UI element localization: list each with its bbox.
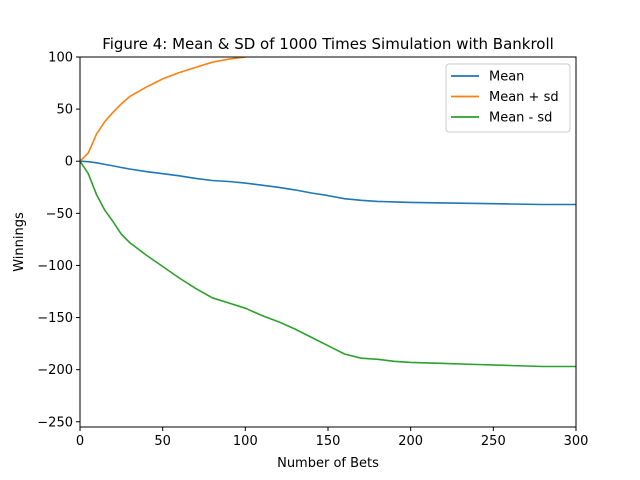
y-tick-label-6: 50 xyxy=(56,103,73,118)
legend-label-0: Mean xyxy=(489,70,524,85)
x-tick-label-2: 100 xyxy=(233,434,258,449)
y-tick-label-3: −100 xyxy=(37,259,73,274)
y-tick-label-5: 0 xyxy=(65,155,73,170)
x-tick-label-6: 300 xyxy=(564,434,589,449)
legend-label-1: Mean + sd xyxy=(489,90,559,105)
series-line-2 xyxy=(80,160,576,368)
y-tick-label-1: −200 xyxy=(37,363,73,378)
y-tick-label-0: −250 xyxy=(37,415,73,430)
x-tick-label-5: 250 xyxy=(481,434,506,449)
x-tick-label-1: 50 xyxy=(154,434,171,449)
series-line-1 xyxy=(80,57,246,162)
series-line-0 xyxy=(80,160,576,206)
ticks-layer: 0 50 100 150 200 250 300 −250 −200 −150 −100 −50 0 50… xyxy=(37,51,588,450)
chart-title: Figure 4: Mean & SD of 1000 Times Simula… xyxy=(102,35,554,53)
series-layer xyxy=(80,57,576,368)
y-tick-label-7: 100 xyxy=(48,51,73,66)
legend: Mean Mean + sd Mean - sd xyxy=(445,63,571,133)
y-tick-label-2: −150 xyxy=(37,311,73,326)
x-tick-label-4: 200 xyxy=(398,434,423,449)
y-tick-label-4: −50 xyxy=(46,207,73,222)
y-axis-label: Winnings xyxy=(12,212,27,272)
legend-frame xyxy=(445,63,571,133)
x-tick-label-0: 0 xyxy=(76,434,84,449)
x-tick-label-3: 150 xyxy=(316,434,341,449)
x-axis-label: Number of Bets xyxy=(277,456,379,471)
legend-label-2: Mean - sd xyxy=(489,111,552,126)
